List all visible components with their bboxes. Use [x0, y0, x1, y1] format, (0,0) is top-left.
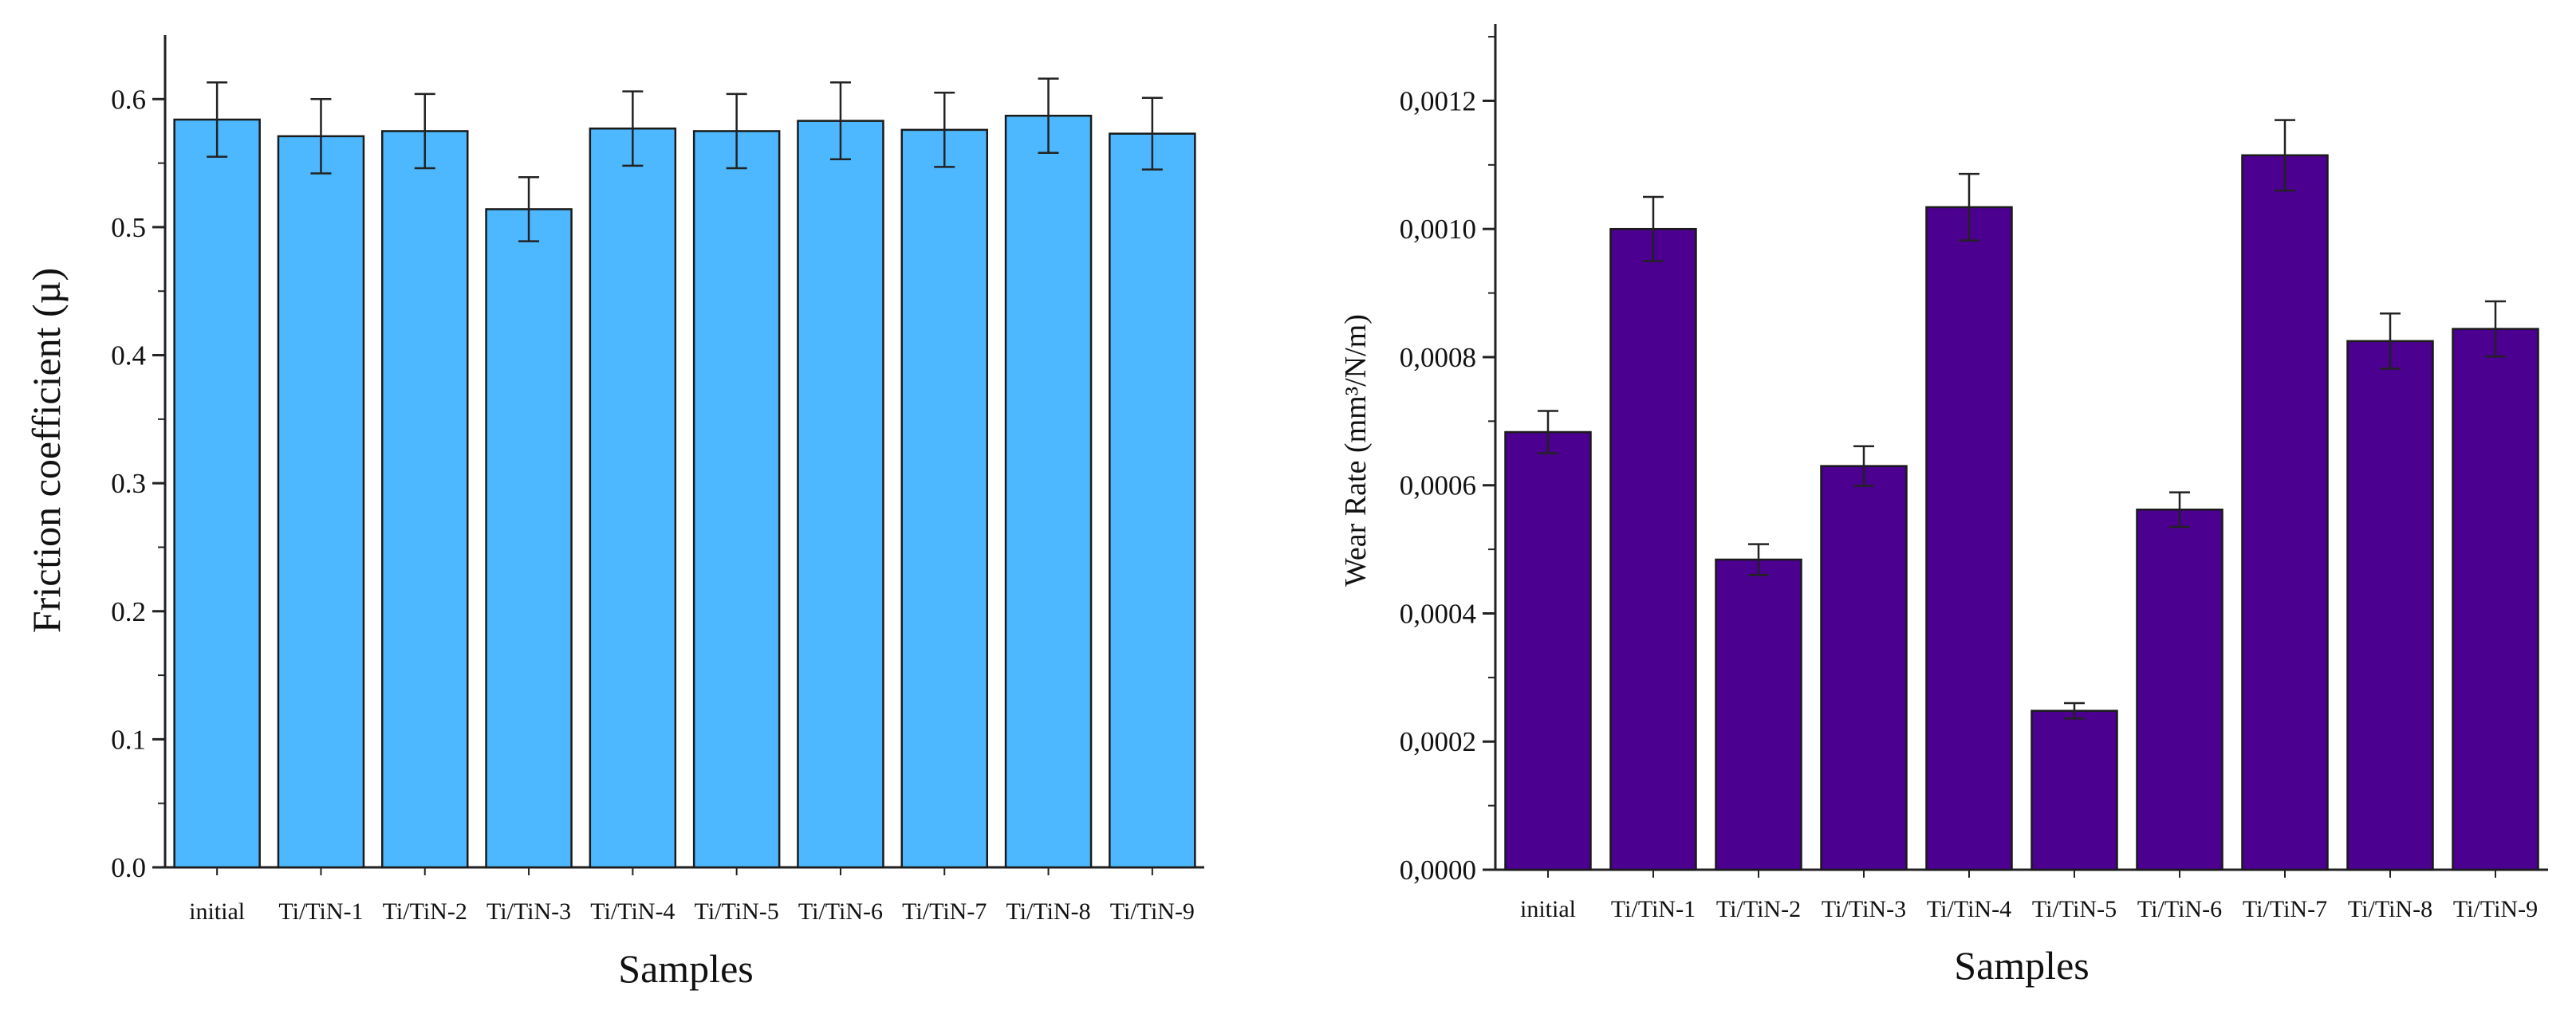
wear-x-tick-label: Ti/TiN-7 — [2243, 896, 2327, 922]
friction-x-tick-label: Ti/TiN-2 — [383, 898, 467, 925]
friction-x-tick-label: Ti/TiN-7 — [902, 898, 987, 925]
wear-bar-ti-tin-3 — [1820, 465, 1908, 871]
wear-x-tick-label: Ti/TiN-3 — [1822, 896, 1906, 922]
friction-bar-ti-tin-1 — [277, 135, 365, 869]
friction-y-tick-label: 0.2 — [111, 596, 146, 627]
friction-x-tick-label: Ti/TiN-8 — [1006, 898, 1090, 925]
friction-y-tick-label: 0.1 — [111, 724, 146, 755]
friction-y-tick-label: 0.3 — [111, 468, 146, 499]
wear-bar-ti-tin-1 — [1609, 227, 1697, 871]
wear-x-tick-label: Ti/TiN-4 — [1927, 896, 2011, 922]
friction-x-tick-label: Ti/TiN-3 — [486, 898, 571, 925]
wear-x-tick-label: Ti/TiN-1 — [1611, 896, 1696, 922]
friction-x-tick-label: Ti/TiN-1 — [278, 898, 363, 925]
wear-x-tick-label: Ti/TiN-5 — [2032, 896, 2117, 922]
wear-x-tick-label: Ti/TiN-9 — [2453, 896, 2538, 922]
wear-y-tick-label: 0,0006 — [1400, 470, 1476, 501]
wear-x-tick-label: Ti/TiN-2 — [1716, 896, 1801, 922]
wear-y-tick-label: 0,0010 — [1400, 214, 1476, 245]
wear-x-axis-title: Samples — [1954, 943, 2089, 988]
friction-y-tick-label: 0.5 — [111, 212, 146, 243]
friction-bar-ti-tin-9 — [1109, 132, 1196, 869]
wear-y-tick-label: 0,0008 — [1400, 342, 1476, 373]
friction-bar-ti-tin-8 — [1004, 114, 1093, 869]
friction-bar-ti-tin-3 — [485, 208, 573, 869]
friction-x-tick-label: Ti/TiN-9 — [1110, 898, 1195, 925]
wear-x-tick-label: Ti/TiN-6 — [2137, 896, 2222, 922]
wear-x-tick-label: Ti/TiN-8 — [2348, 896, 2432, 922]
wear-bar-ti-tin-2 — [1715, 558, 1802, 871]
wear-y-tick-label: 0,0012 — [1400, 85, 1476, 116]
wear-y-tick-label: 0,0002 — [1400, 726, 1476, 757]
wear-y-tick-label: 0,0004 — [1400, 598, 1476, 629]
wear-x-tick-label: initial — [1520, 896, 1576, 922]
friction-bar-initial — [173, 118, 261, 869]
wear-rate-chart: Wear Rate (mm³/N/m) Samples 0,0000 0,0002… — [1339, 24, 2548, 988]
friction-x-tick-label: Ti/TiN-6 — [798, 898, 883, 925]
friction-y-tick-label: 0.4 — [111, 340, 146, 371]
wear-y-axis-title: Wear Rate (mm³/N/m) — [1339, 314, 1373, 587]
friction-bar-ti-tin-6 — [797, 120, 884, 869]
wear-bar-ti-tin-7 — [2241, 154, 2329, 871]
friction-bar-ti-tin-5 — [692, 130, 781, 869]
wear-bar-ti-tin-6 — [2136, 509, 2223, 871]
friction-x-tick-label: Ti/TiN-5 — [695, 898, 779, 925]
friction-bar-ti-tin-2 — [381, 130, 469, 869]
wear-bar-ti-tin-4 — [1925, 206, 2013, 871]
wear-bar-ti-tin-5 — [2030, 709, 2118, 871]
friction-y-axis-title: Friction coefficient (µ) — [24, 268, 69, 633]
friction-chart: Friction coefficient (µ) Samples 0.0 0.1 0… — [24, 35, 1204, 991]
friction-x-tick-label: Ti/TiN-4 — [590, 898, 675, 925]
friction-y-tick-label: 0.6 — [111, 84, 146, 115]
wear-bar-ti-tin-9 — [2452, 328, 2539, 871]
friction-bar-ti-tin-4 — [589, 127, 677, 869]
friction-y-tick-label: 0.0 — [111, 852, 146, 883]
friction-x-tick-label: initial — [189, 898, 245, 925]
friction-bar-ti-tin-7 — [900, 128, 988, 869]
wear-y-tick-label: 0,0000 — [1400, 855, 1476, 886]
wear-bar-ti-tin-8 — [2346, 340, 2434, 871]
wear-bar-initial — [1504, 430, 1592, 871]
friction-x-axis-title: Samples — [618, 946, 753, 991]
